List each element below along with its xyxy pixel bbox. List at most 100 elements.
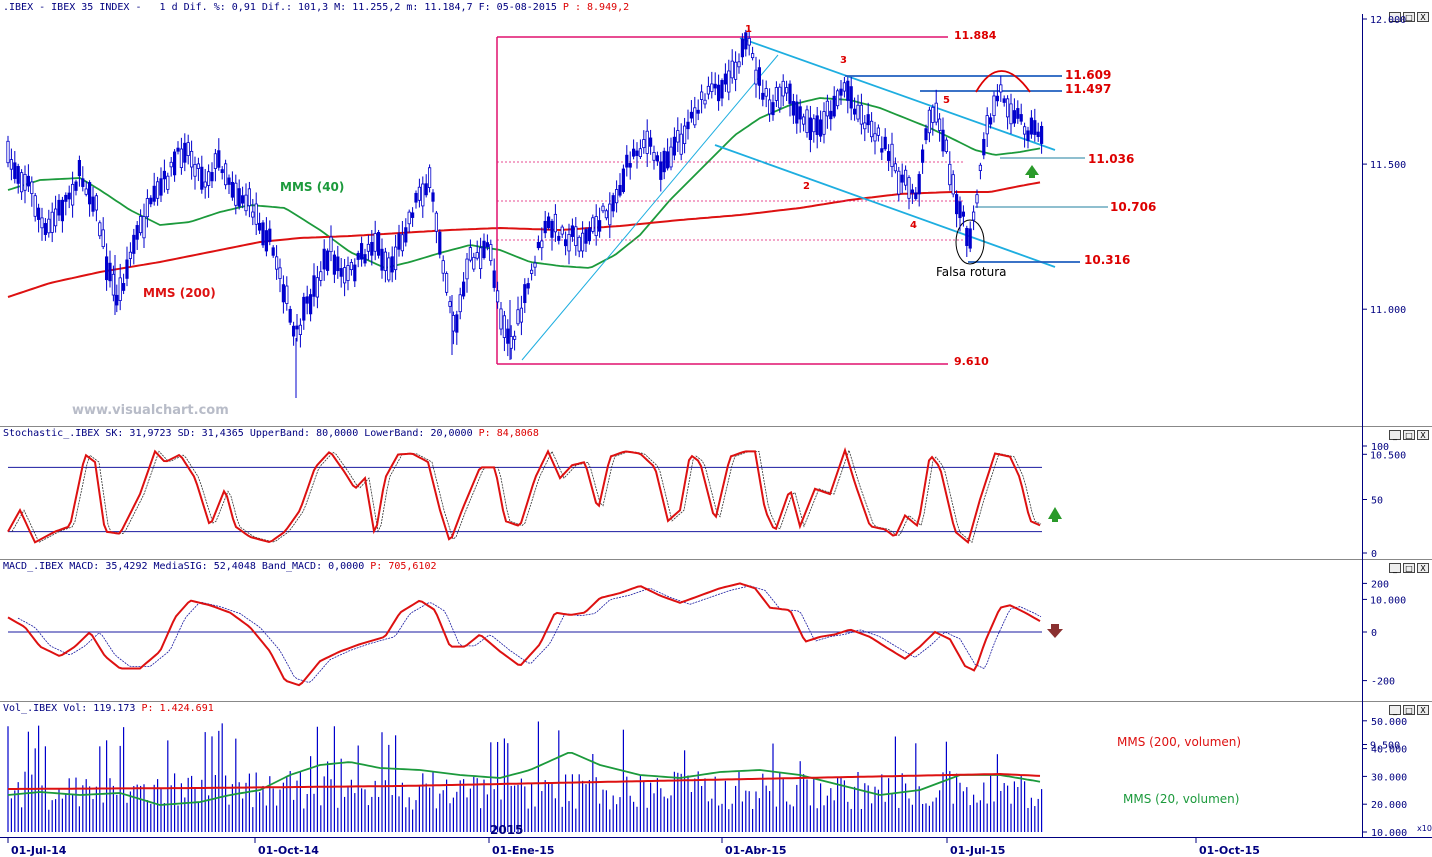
candle-body — [359, 243, 364, 260]
candle-body — [278, 267, 282, 279]
candle-body — [162, 170, 166, 180]
candle-body — [193, 164, 197, 177]
stoch-panel-title: Stochastic_.IBEX SK: 31,9723 SD: 31,4365… — [3, 428, 539, 439]
macd-maximize-button[interactable]: □ — [1403, 563, 1415, 573]
candle-body — [557, 235, 561, 241]
candle-body — [370, 241, 374, 256]
candle-body — [1029, 117, 1033, 135]
stoch-sd-line — [11, 448, 1042, 544]
candle-body — [594, 216, 598, 237]
candle-body — [502, 315, 507, 338]
candle-body — [84, 188, 88, 195]
wave-label: 5 — [943, 95, 950, 106]
candle-body — [553, 213, 558, 233]
candle-body — [989, 117, 993, 125]
candle-body — [329, 236, 333, 253]
candle-body — [444, 273, 449, 293]
candle-body — [737, 61, 741, 68]
candle-body — [723, 73, 728, 85]
candle-body — [465, 258, 469, 280]
level-label: 10.706 — [1110, 200, 1156, 214]
candle-body — [703, 99, 707, 105]
candle-body — [91, 196, 95, 212]
candle-body — [441, 260, 445, 274]
candle-body — [856, 104, 860, 120]
candle-body — [686, 121, 690, 130]
vol-tick-label: 30.000 — [1371, 772, 1407, 783]
candle-body — [434, 212, 439, 232]
candle-body — [778, 86, 782, 109]
candle-body — [564, 239, 568, 247]
stoch-sk-line — [7, 447, 1041, 545]
candle-body — [730, 60, 734, 79]
candle-body — [543, 220, 547, 234]
stoch-tick-label: 50 — [1371, 496, 1383, 507]
minimize-button[interactable]: _ — [1389, 12, 1401, 22]
candle-body — [662, 150, 666, 173]
candle-body — [206, 171, 211, 186]
candle-body — [118, 277, 122, 301]
candle-body — [802, 116, 806, 125]
candle-body — [883, 136, 887, 150]
vol-panel-title: Vol_.IBEX Vol: 119.173 P: 1.424.691 — [3, 703, 214, 714]
candle-body — [696, 109, 700, 114]
candle-body — [353, 264, 357, 282]
candle-body — [795, 101, 799, 124]
price-tick-label: 10.000 — [1370, 595, 1406, 606]
candle-body — [536, 241, 541, 249]
candle-body — [288, 308, 292, 323]
candle-body — [1006, 98, 1010, 118]
mms40-line — [7, 97, 1041, 269]
candle-body — [60, 199, 65, 222]
candle-body — [475, 252, 479, 259]
macd-close-button[interactable]: X — [1417, 563, 1429, 573]
candle-body — [492, 270, 496, 288]
candle-body — [227, 177, 231, 185]
stoch-close-button[interactable]: X — [1417, 430, 1429, 440]
wave-label: 2 — [803, 181, 810, 192]
candle-body — [132, 234, 136, 254]
macd-minimize-button[interactable]: _ — [1389, 563, 1401, 573]
close-button[interactable]: X — [1417, 12, 1429, 22]
vol-minimize-button[interactable]: _ — [1389, 705, 1401, 715]
candle-body — [890, 143, 894, 167]
candle-body — [829, 110, 833, 120]
candle-body — [200, 166, 204, 190]
candle-body — [176, 147, 180, 152]
candle-body — [934, 102, 938, 123]
wave-label: 4 — [910, 220, 917, 231]
candle-body — [108, 262, 112, 282]
maximize-button[interactable]: □ — [1403, 12, 1415, 22]
level-label: 10.316 — [1084, 253, 1130, 267]
candle-body — [410, 212, 415, 218]
stoch-up-arrow-icon — [1048, 507, 1062, 522]
candle-body — [285, 285, 289, 304]
candle-body — [50, 211, 54, 233]
stoch-minimize-button[interactable]: _ — [1389, 430, 1401, 440]
candle-body — [747, 37, 751, 46]
candle-body — [135, 225, 139, 240]
candle-body — [240, 195, 245, 204]
candle-body — [223, 163, 228, 186]
candle-body — [757, 67, 762, 86]
candle-body — [907, 177, 911, 199]
candle-body — [893, 163, 898, 172]
candle-body — [598, 220, 602, 232]
candle-body — [237, 188, 241, 207]
false-break-ellipse — [955, 219, 985, 265]
stoch-tick-label: 100 — [1371, 442, 1389, 453]
stoch-maximize-button[interactable]: □ — [1403, 430, 1415, 440]
vol-maximize-button[interactable]: □ — [1403, 705, 1415, 715]
vol-close-button[interactable]: X — [1417, 705, 1429, 715]
candle-body — [530, 269, 534, 274]
candle-body — [64, 194, 68, 202]
wave-label: 1 — [745, 24, 752, 35]
candle-body — [727, 70, 731, 93]
candle-body — [863, 122, 867, 130]
candle-body — [213, 153, 217, 169]
level-label: 11.497 — [1065, 82, 1111, 96]
candle-body — [210, 172, 214, 182]
candle-body — [655, 155, 660, 162]
candle-body — [689, 111, 694, 119]
